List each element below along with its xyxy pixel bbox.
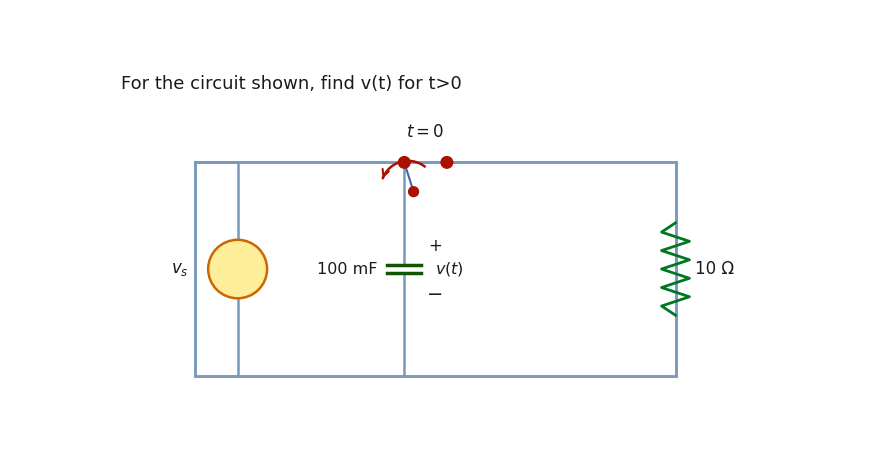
Text: $v_s$: $v_s$ <box>171 260 189 278</box>
Text: +: + <box>231 254 244 269</box>
Text: $t=0$: $t=0$ <box>406 123 445 141</box>
Text: 100 mF: 100 mF <box>317 262 377 277</box>
Bar <box>195 162 674 376</box>
Text: +: + <box>428 237 442 255</box>
Text: $v(t)$: $v(t)$ <box>435 260 464 278</box>
Circle shape <box>398 157 410 168</box>
Circle shape <box>408 187 418 197</box>
Text: For the circuit shown, find v(t) for t>0: For the circuit shown, find v(t) for t>0 <box>121 76 461 93</box>
Text: −: − <box>230 270 245 288</box>
Text: −: − <box>426 285 443 304</box>
Circle shape <box>440 157 453 168</box>
Text: 10 Ω: 10 Ω <box>694 260 733 278</box>
Circle shape <box>208 240 267 298</box>
